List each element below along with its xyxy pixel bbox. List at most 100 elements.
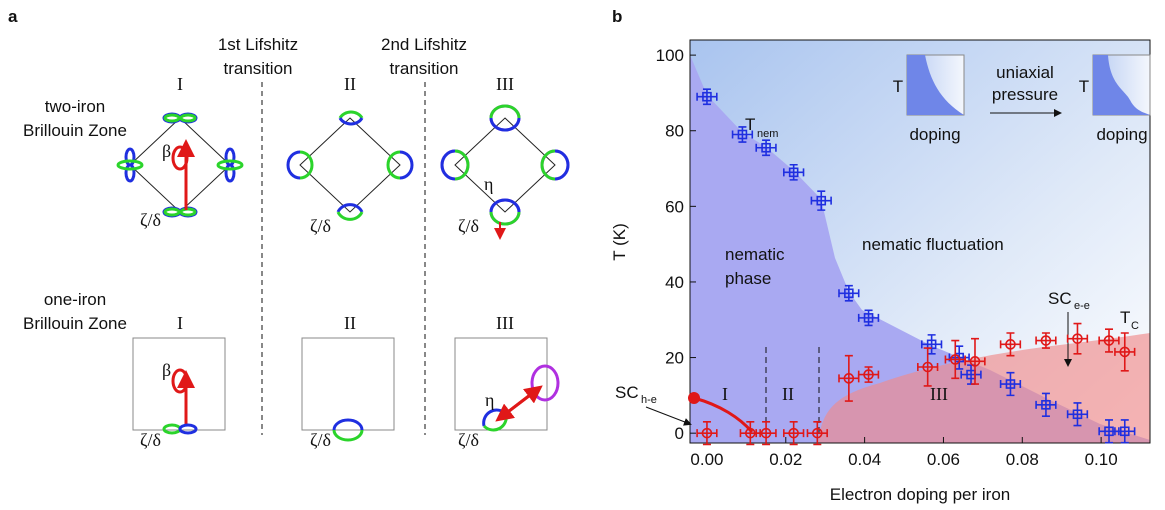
y-tick-label: 60: [665, 197, 684, 216]
data-point: [844, 288, 854, 299]
inset-label: T: [893, 77, 903, 96]
inset-label: T: [1079, 77, 1089, 96]
panel-a: a 1st Lifshitz transition 2nd Lifshitz t…: [8, 7, 570, 450]
y-error-bar: [702, 88, 711, 106]
transition-label: transition: [224, 59, 293, 78]
data-point: [1119, 426, 1130, 437]
annotation: SC: [615, 383, 639, 402]
symbol: ζ/δ: [310, 216, 331, 236]
data-point: [701, 427, 713, 439]
row-title: one-iron: [44, 290, 106, 309]
symbol: η: [484, 174, 493, 194]
data-point: [760, 427, 772, 439]
fermi-surface: [132, 337, 560, 442]
y-error-bar: [817, 190, 826, 211]
y-error-bar: [789, 421, 798, 446]
sc-he-point: [688, 392, 700, 404]
inset-region: [907, 55, 964, 115]
fermi-surface: [440, 104, 570, 240]
annotation: phase: [725, 269, 771, 288]
y-error-bar: [702, 421, 711, 446]
y-error-bar: [1006, 332, 1015, 357]
x-tick-label: 0.00: [690, 450, 723, 469]
stage-label: III: [496, 74, 514, 94]
annotation: III: [930, 384, 948, 404]
y-error-bar: [813, 421, 822, 446]
data-point: [863, 369, 874, 380]
y-error-bar: [1006, 371, 1015, 397]
annotation: h-e: [641, 394, 657, 406]
stage-label: II: [344, 74, 356, 94]
y-error-bar: [1120, 419, 1129, 444]
annotation: T: [745, 115, 755, 134]
annotation: C: [1131, 320, 1139, 332]
plot-frame: [689, 39, 1151, 444]
symbol: ζ/δ: [458, 216, 479, 236]
symbol: β: [162, 360, 171, 380]
data-point: [922, 361, 933, 373]
inset-label: uniaxial: [996, 63, 1054, 82]
data-point: [812, 427, 823, 439]
y-error-bar: [1105, 328, 1114, 353]
data-point: [1005, 339, 1016, 350]
y-error-bar: [923, 347, 932, 387]
data-point: [969, 356, 981, 367]
y-tick-label: 80: [665, 122, 684, 141]
data-point: [1103, 335, 1115, 346]
data-point: [863, 313, 874, 323]
data-point: [702, 91, 712, 102]
data-point: [816, 195, 827, 206]
data-point: [737, 129, 748, 140]
inset-label: doping: [909, 125, 960, 144]
y-tick-label: 40: [665, 273, 684, 292]
y-error-bar: [1073, 322, 1082, 355]
y-tick-label: 0: [675, 424, 684, 443]
annotation: e-e: [1074, 300, 1090, 312]
y-tick-label: 100: [656, 46, 684, 65]
transition-label: 2nd Lifshitz: [381, 35, 467, 54]
data-point: [1005, 379, 1016, 389]
y-error-bar: [1073, 402, 1082, 427]
annotation: T: [1120, 308, 1130, 327]
annotation: SC: [1048, 289, 1072, 308]
x-axis-label: Electron doping per iron: [830, 485, 1011, 504]
x-tick-label: 0.06: [927, 450, 960, 469]
row-title: Brillouin Zone: [23, 121, 127, 140]
data-point: [1119, 346, 1131, 358]
y-error-bar: [1105, 419, 1114, 444]
data-point: [761, 142, 771, 153]
nematic-region: [690, 55, 1150, 443]
y-error-bar: [844, 354, 853, 402]
transition-label: 1st Lifshitz: [218, 35, 298, 54]
x-tick-label: 0.04: [848, 450, 881, 469]
row-title: two-iron: [45, 97, 105, 116]
data-point: [788, 427, 799, 439]
inset-label: doping: [1096, 125, 1147, 144]
y-error-bar: [762, 421, 771, 446]
y-error-bar: [844, 284, 853, 302]
symbol: η: [485, 390, 494, 410]
y-error-bar: [927, 334, 936, 355]
annotation: I: [722, 384, 728, 404]
data-point: [949, 354, 961, 365]
sc-he-curve: [693, 396, 754, 433]
stage-label: III: [496, 313, 514, 333]
data-point: [843, 373, 855, 384]
y-error-bar: [970, 337, 979, 385]
y-error-bar: [1041, 392, 1050, 417]
annotation: nematic fluctuation: [862, 235, 1004, 254]
x-tick-label: 0.08: [1006, 450, 1039, 469]
data-point: [1072, 409, 1083, 420]
inset-region: [1093, 55, 1150, 115]
symbol: ζ/δ: [140, 210, 161, 230]
inset-label: pressure: [992, 85, 1058, 104]
panel-label: a: [8, 7, 18, 26]
fermi-surface: [116, 112, 244, 218]
stage-label: II: [344, 313, 356, 333]
y-error-bar: [738, 126, 747, 143]
transition-label: transition: [390, 59, 459, 78]
panel-b: b T nem nematic phase nematic fluctuatio…: [610, 7, 1151, 504]
y-axis-label: T (K): [610, 223, 629, 260]
y-tick-label: 20: [665, 349, 684, 368]
